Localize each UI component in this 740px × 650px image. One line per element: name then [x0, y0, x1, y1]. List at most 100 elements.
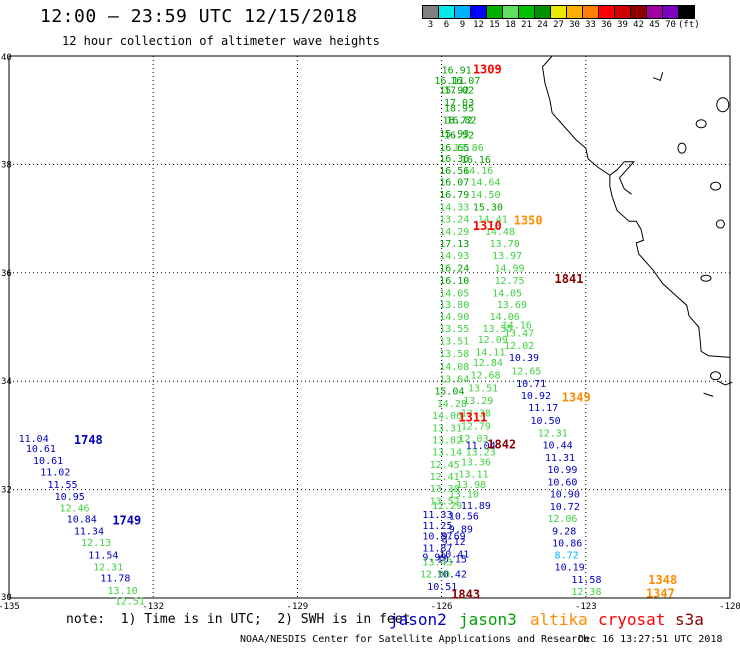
- wave-height-value: 14.28: [437, 399, 467, 410]
- wave-height-value: 13.55: [482, 324, 512, 335]
- color-scale-labels: 3 6 9 12 15 18 21 24 27 30 33 36 39 42 45 70 (ft): [422, 20, 740, 32]
- wave-height-value: 10.41: [439, 550, 469, 561]
- wave-height-value: 14.48: [485, 227, 515, 238]
- wave-height-value: 14.33: [439, 203, 469, 214]
- lake-outline: [710, 181, 722, 191]
- wave-height-value: 14.90: [439, 312, 469, 323]
- wave-height-value: 14.99: [494, 263, 524, 274]
- wave-height-value: 12.68: [470, 371, 500, 382]
- wave-height-value: 14.29: [439, 227, 469, 238]
- wave-height-value: 16.65: [439, 143, 469, 154]
- wave-height-value: 17.13: [439, 239, 469, 250]
- wave-height-value: 13.86: [454, 143, 484, 154]
- color-swatch: [678, 5, 695, 19]
- color-scale-label: 24: [537, 20, 548, 30]
- generated-timestamp: Dec 16 13:27:51 UTC 2018: [578, 634, 723, 645]
- lat-tick-label: 38: [1, 160, 12, 170]
- wave-height-value: 11.33: [422, 510, 452, 521]
- wave-height-value: 13.23: [466, 448, 496, 459]
- color-scale-label: 27: [553, 20, 564, 30]
- wave-height-value: 16.07: [439, 178, 469, 189]
- wave-height-value: 11.78: [100, 573, 130, 584]
- wave-height-value: 11.04: [19, 434, 49, 445]
- legend-jason2: jason2: [389, 610, 447, 629]
- lake-outline: [710, 371, 722, 381]
- wave-height-value: 12.38: [571, 587, 601, 598]
- wave-height-value: 13.70: [490, 239, 520, 250]
- wave-height-value: 12.31: [538, 429, 568, 440]
- lon-tick-label: -120: [719, 602, 740, 612]
- wave-height-value: 10.87: [422, 532, 452, 543]
- color-scale-label: 21: [521, 20, 532, 30]
- wave-height-value: 13.80: [439, 300, 469, 311]
- wave-height-value: 10.90: [550, 489, 580, 500]
- wave-height-value: 11.34: [74, 526, 104, 537]
- wave-height-value: 12.02: [504, 341, 534, 352]
- pass-time-label: 1841: [555, 272, 584, 286]
- pass-time-label: 1842: [487, 438, 516, 452]
- lon-tick-label: -123: [575, 602, 597, 612]
- lon-tick-label: -129: [287, 602, 309, 612]
- wave-height-value: 13.64: [439, 374, 469, 385]
- wave-height-value: 12.31: [93, 563, 123, 574]
- wave-height-value: 12.41: [430, 472, 460, 483]
- wave-height-value: 11.87: [422, 544, 452, 555]
- lake-outline: [715, 219, 725, 229]
- color-scale-label: 6: [443, 20, 450, 30]
- wave-height-value: 11.31: [545, 453, 575, 464]
- wave-height-value: 10.92: [521, 391, 551, 402]
- pass-time-label: 1311: [458, 410, 487, 424]
- color-scale-label: 3: [427, 20, 434, 30]
- wave-height-value: 10.71: [516, 379, 546, 390]
- wave-height-value: 10.39: [509, 353, 539, 364]
- wave-height-value: 16.24: [439, 263, 469, 274]
- wave-height-value: 10.86: [552, 539, 582, 550]
- wave-height-value: 13.38: [461, 409, 491, 420]
- color-scale-label: 33: [585, 20, 596, 30]
- legend-s3a: s3a: [675, 610, 704, 629]
- wave-height-value: 18.72: [443, 115, 473, 126]
- wave-height-value: 14.64: [470, 178, 500, 189]
- wave-height-value: 13.14: [432, 448, 462, 459]
- wave-height-value: 17.02: [444, 86, 474, 97]
- wave-height-value: 11.54: [88, 551, 118, 562]
- wave-height-value: 11.58: [571, 575, 601, 586]
- wave-height-value: 12.84: [473, 358, 503, 369]
- wave-height-value: 10.72: [550, 502, 580, 513]
- wave-height-value: 11.04: [466, 441, 496, 452]
- wave-height-value: 13.82: [432, 436, 462, 447]
- wave-height-value: 10.95: [55, 492, 85, 503]
- wave-height-value: 10.60: [547, 477, 577, 488]
- island-outline: [703, 392, 714, 397]
- wave-height-value: 14.16: [502, 320, 532, 331]
- wave-height-value: 11.89: [461, 501, 491, 512]
- wave-height-value: 12.75: [494, 276, 524, 287]
- lat-tick-label: 36: [1, 269, 12, 279]
- wave-height-value: 10.99: [547, 465, 577, 476]
- wave-height-value: 10.42: [437, 570, 467, 581]
- lake-outline: [700, 274, 712, 282]
- wave-height-value: 10.50: [531, 416, 561, 427]
- wave-height-value: 10.15: [437, 554, 467, 565]
- wave-height-value: 13.43: [422, 558, 452, 569]
- wave-height-value: 8.72: [555, 551, 579, 562]
- wave-height-value: 14.05: [492, 288, 522, 299]
- wave-height-value: 12.51: [115, 597, 145, 608]
- color-scale-label: 39: [617, 20, 628, 30]
- wave-height-value: 13.11: [458, 469, 488, 480]
- lon-tick-label: -135: [0, 602, 20, 612]
- wave-height-value: 16.36: [439, 154, 469, 165]
- wave-height-value: 10.44: [543, 441, 573, 452]
- pass-time-label: 1309: [473, 62, 502, 76]
- wave-height-value: 16.11: [434, 76, 464, 87]
- wave-height-value: 13.29: [463, 396, 493, 407]
- color-scale-label: 18: [505, 20, 516, 30]
- wave-height-value: 13.10: [449, 489, 479, 500]
- pass-time-label: 1749: [112, 513, 141, 527]
- wave-height-value: 10.84: [67, 514, 97, 525]
- lat-tick-label: 40: [1, 53, 12, 63]
- wave-height-value: 10.19: [555, 563, 585, 574]
- color-scale-label: 12: [473, 20, 484, 30]
- color-scale-bar: [422, 5, 695, 19]
